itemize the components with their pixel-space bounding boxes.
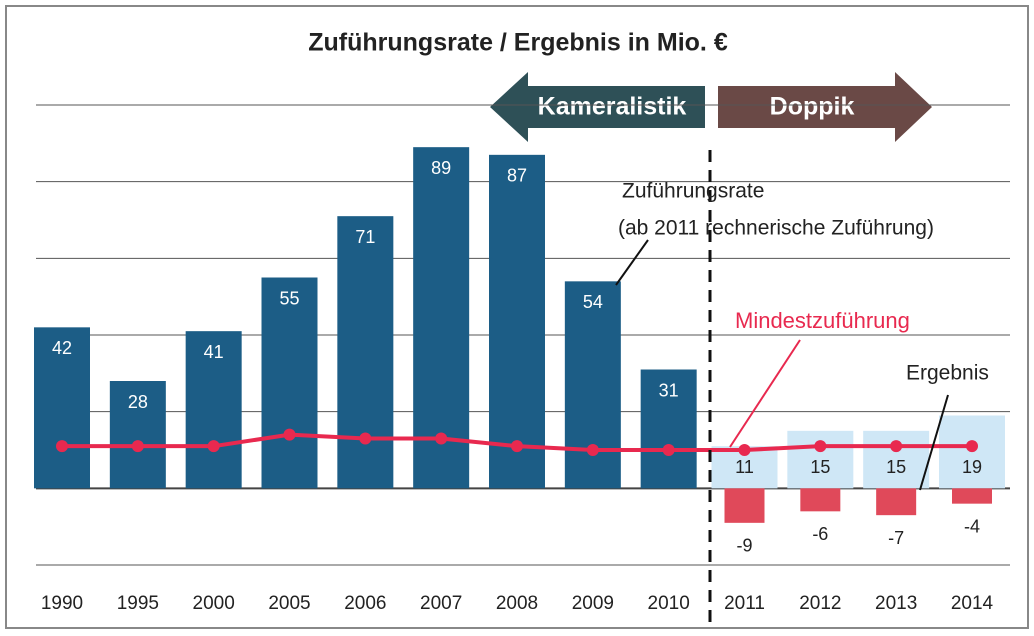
- x-tick-label: 2014: [951, 593, 994, 614]
- x-tick-label: 2011: [724, 593, 765, 614]
- point: [359, 432, 372, 445]
- arrow-label: Doppik: [770, 93, 855, 121]
- annotation: Ergebnis: [906, 362, 989, 385]
- leader-line: [919, 394, 949, 491]
- bar: [640, 369, 697, 489]
- bar: [876, 488, 917, 516]
- data-label: 15: [810, 457, 830, 477]
- arrow-left: [490, 72, 705, 142]
- x-tick-label: 2012: [799, 593, 841, 614]
- point: [283, 428, 296, 441]
- x-tick-label: 2006: [344, 593, 386, 614]
- x-tick-label: 2008: [496, 593, 538, 614]
- data-label: 41: [204, 342, 224, 362]
- point: [511, 440, 523, 453]
- x-tick-label: 2000: [193, 593, 235, 614]
- x-tick-label: 1990: [41, 593, 83, 614]
- bar: [261, 277, 318, 489]
- x-tick-label: 2013: [875, 593, 917, 614]
- x-tick-label: 1995: [117, 593, 159, 614]
- x-tick-label: 2005: [268, 593, 310, 614]
- data-label: 19: [962, 457, 982, 477]
- point: [435, 432, 448, 445]
- data-label: 87: [507, 166, 527, 186]
- point: [814, 440, 827, 453]
- data-label: 28: [128, 392, 148, 412]
- bar: [564, 281, 621, 489]
- data-label: -7: [888, 528, 904, 548]
- chart-title: Zuführungsrate / Ergebnis in Mio. €: [308, 29, 728, 57]
- x-tick-label: 2009: [572, 593, 614, 614]
- data-label: 31: [659, 380, 679, 400]
- data-label: -6: [812, 524, 828, 544]
- x-tick-label: 2010: [648, 593, 690, 614]
- point: [738, 444, 751, 456]
- data-label: 55: [279, 288, 299, 308]
- bar: [34, 327, 90, 489]
- bar: [337, 216, 394, 489]
- point: [662, 444, 675, 456]
- data-label: 15: [886, 457, 906, 477]
- point: [56, 440, 68, 453]
- annotation: Mindestzuführung: [735, 308, 910, 333]
- arrow-right: [718, 72, 932, 142]
- data-label: 54: [583, 292, 603, 312]
- bar: [185, 331, 242, 489]
- leader-line: [729, 339, 801, 448]
- data-label: 71: [355, 227, 375, 247]
- point: [890, 440, 903, 453]
- bar: [724, 488, 765, 523]
- leader-line: [615, 239, 649, 286]
- data-label: 89: [431, 158, 451, 178]
- point: [966, 440, 978, 453]
- annotation: Zuführungsrate: [622, 180, 764, 203]
- x-tick-label: 2007: [420, 593, 462, 614]
- point: [131, 440, 144, 453]
- data-label: 42: [52, 338, 72, 358]
- annotation: (ab 2011 rechnerische Zuführung): [618, 217, 934, 240]
- bar: [489, 154, 545, 489]
- data-label: 11: [735, 457, 754, 477]
- data-label: -9: [736, 536, 752, 556]
- bar: [109, 381, 166, 489]
- arrow-label: Kameralistik: [538, 93, 687, 121]
- bar: [952, 488, 992, 504]
- bar: [800, 488, 841, 512]
- point: [207, 440, 220, 453]
- data-label: -4: [964, 516, 980, 536]
- point: [586, 444, 599, 456]
- bar: [413, 147, 470, 489]
